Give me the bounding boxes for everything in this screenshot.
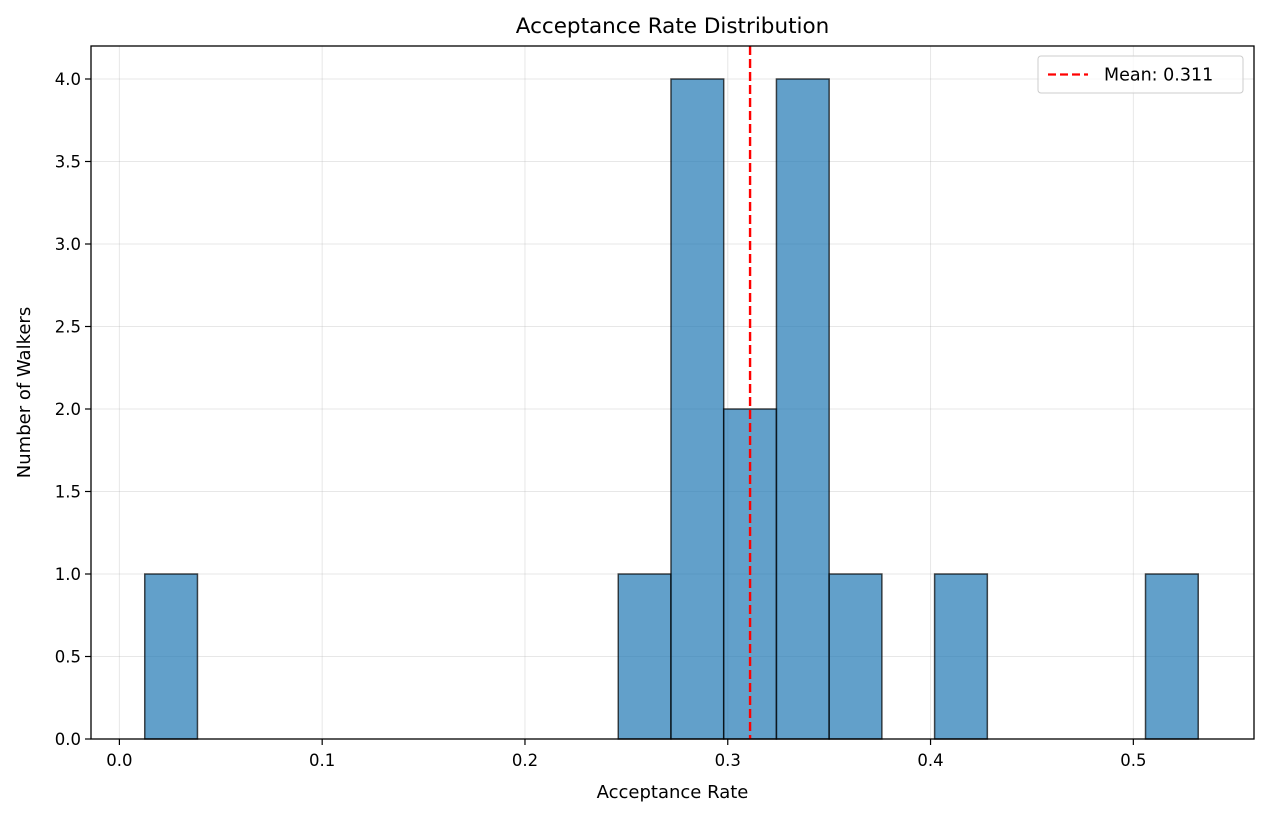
chart-title: Acceptance Rate Distribution [516, 14, 830, 39]
bars [143, 78, 1199, 740]
y-tick-label-7: 3.5 [55, 153, 81, 172]
histogram-bar-4 [775, 78, 830, 740]
x-axis-label: Acceptance Rate [597, 782, 749, 803]
y-tick-label-4: 2.0 [55, 400, 81, 419]
x-tick-label-3: 0.3 [715, 751, 741, 770]
plot-frame [90, 45, 1255, 740]
x-tick-label-2: 0.2 [512, 751, 538, 770]
histogram-bar-6 [933, 573, 989, 740]
legend-label-mean: Mean: 0.311 [1104, 66, 1213, 86]
y-tick-label-1: 0.5 [55, 648, 81, 667]
x-tick-label-0: 0.0 [106, 751, 132, 770]
histogram-bar-7 [1144, 573, 1199, 740]
histogram-bar-2 [670, 78, 725, 740]
legend-box [1037, 55, 1244, 94]
x-tick-label-5: 0.5 [1120, 751, 1146, 770]
y-tick-label-5: 2.5 [55, 318, 81, 337]
histogram-bar-5 [828, 573, 883, 740]
histogram-bar-1 [617, 573, 672, 740]
y-axis-label: Number of Walkers [14, 307, 35, 478]
y-tick-label-6: 3.0 [55, 235, 81, 254]
x-tick-label-4: 0.4 [917, 751, 943, 770]
legend: Mean: 0.311 [1037, 55, 1244, 94]
y-tick-label-0: 0.0 [55, 730, 81, 749]
x-tick-label-1: 0.1 [309, 751, 335, 770]
y-tick-label-8: 4.0 [55, 70, 81, 89]
y-tick-label-2: 1.0 [55, 565, 81, 584]
y-tick-label-3: 1.5 [55, 483, 81, 502]
ticks: 0.0 0.1 0.2 0.3 0.4 0.5 0.0 0.5 1.0 1.5 2.0 2.5 3.0 3… [55, 70, 1147, 770]
histogram-bar-0 [143, 573, 199, 740]
